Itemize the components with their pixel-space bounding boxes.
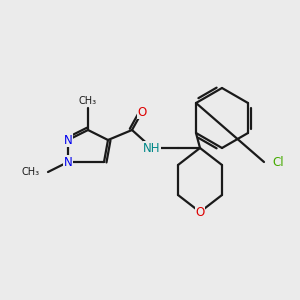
Text: N: N bbox=[64, 134, 72, 146]
Text: O: O bbox=[137, 106, 147, 118]
Text: O: O bbox=[195, 206, 205, 218]
Text: N: N bbox=[64, 155, 72, 169]
Text: NH: NH bbox=[143, 142, 161, 154]
Text: CH₃: CH₃ bbox=[79, 96, 97, 106]
Text: CH₃: CH₃ bbox=[22, 167, 40, 177]
Text: Cl: Cl bbox=[272, 155, 284, 169]
